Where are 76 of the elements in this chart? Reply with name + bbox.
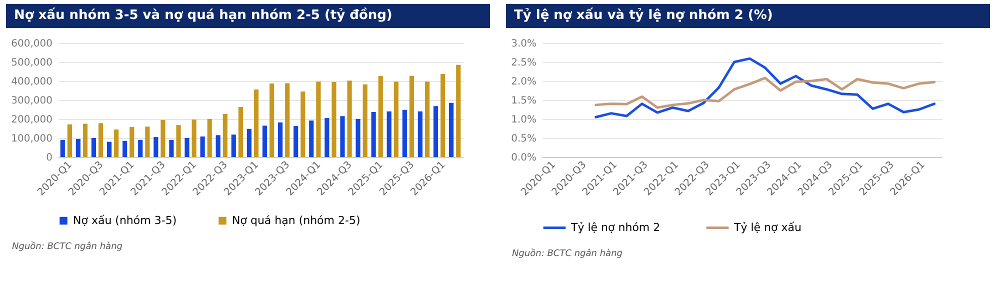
bar xyxy=(424,82,430,157)
bar xyxy=(98,123,104,157)
text: Nguồn: BCTC ngân hàng xyxy=(11,242,124,252)
bar xyxy=(456,64,461,157)
bar xyxy=(409,76,414,157)
y-tick-label: 0.5% xyxy=(511,134,536,144)
y-tick-label: 300,000 xyxy=(11,96,52,106)
bar xyxy=(106,142,112,157)
bar xyxy=(76,138,80,157)
chart-title: Nợ xấu nhóm 3-5 và nợ quá hạn nhóm 2-5 (tỷ đồng) xyxy=(6,4,490,28)
bar xyxy=(130,126,134,157)
bar xyxy=(316,82,321,157)
y-tick-label: 0 xyxy=(46,152,52,164)
line-series xyxy=(594,76,936,109)
line-series xyxy=(594,57,936,118)
y-tick-label: 2.0% xyxy=(511,76,536,88)
bar xyxy=(270,83,274,157)
bar xyxy=(371,112,376,157)
legend-label: Tỷ lệ nợ nhóm 2 xyxy=(570,220,660,234)
y-tick-label: 400,000 xyxy=(11,76,52,88)
bar xyxy=(91,138,96,157)
bar xyxy=(418,111,423,157)
y-tick-label: 500,000 xyxy=(11,58,52,68)
bar xyxy=(114,129,119,157)
bar xyxy=(394,82,398,157)
bar xyxy=(300,91,306,157)
bar xyxy=(294,126,298,157)
bar xyxy=(356,119,360,157)
y-tick-label: 0.0% xyxy=(511,152,536,164)
bar xyxy=(122,140,128,157)
bar xyxy=(402,110,407,157)
y-tick-label: 100,000 xyxy=(11,134,52,144)
bar xyxy=(67,124,72,157)
bar xyxy=(246,128,252,157)
y-tick-label: 3.0% xyxy=(511,38,536,50)
bar xyxy=(60,140,65,157)
bar xyxy=(222,114,228,157)
y-tick-label: 1.5% xyxy=(511,96,536,106)
bar xyxy=(200,136,205,157)
bar xyxy=(82,124,88,157)
bar xyxy=(160,120,166,157)
y-tick-label: 1.0% xyxy=(511,114,536,126)
bar xyxy=(207,119,212,157)
bar xyxy=(449,102,454,157)
bar xyxy=(145,126,150,157)
bar xyxy=(386,111,392,157)
bar xyxy=(324,118,330,157)
bar xyxy=(184,138,190,157)
bar xyxy=(347,80,352,157)
bar xyxy=(340,116,345,157)
bar xyxy=(176,125,181,157)
bar xyxy=(378,76,383,157)
legend-label: Nợ quá hạn (nhóm 2-5) xyxy=(232,214,360,227)
bar xyxy=(169,140,174,157)
bar xyxy=(309,120,314,157)
bar xyxy=(192,120,196,157)
text: Nguồn: BCTC ngân hàng xyxy=(511,249,624,259)
bar xyxy=(216,135,220,157)
bar xyxy=(238,107,244,157)
bar xyxy=(278,122,283,157)
bar xyxy=(332,82,336,157)
chart-title: Tỷ lệ nợ xấu và tỷ lệ nợ nhóm 2 (%) xyxy=(506,4,990,28)
bar xyxy=(362,84,368,157)
bar xyxy=(433,106,438,157)
bar xyxy=(138,140,143,157)
y-tick-label: 600,000 xyxy=(11,38,52,50)
bar xyxy=(285,83,290,157)
bar xyxy=(440,74,446,157)
bar xyxy=(254,90,259,157)
y-tick-label: 2.5% xyxy=(511,58,536,68)
bar xyxy=(231,134,236,157)
legend-label: Nợ xấu (nhóm 3-5) xyxy=(73,214,177,227)
bar xyxy=(262,126,268,157)
legend-label: Tỷ lệ nợ xấu xyxy=(733,220,802,234)
bar xyxy=(154,137,158,157)
y-tick-label: 200,000 xyxy=(11,114,52,126)
